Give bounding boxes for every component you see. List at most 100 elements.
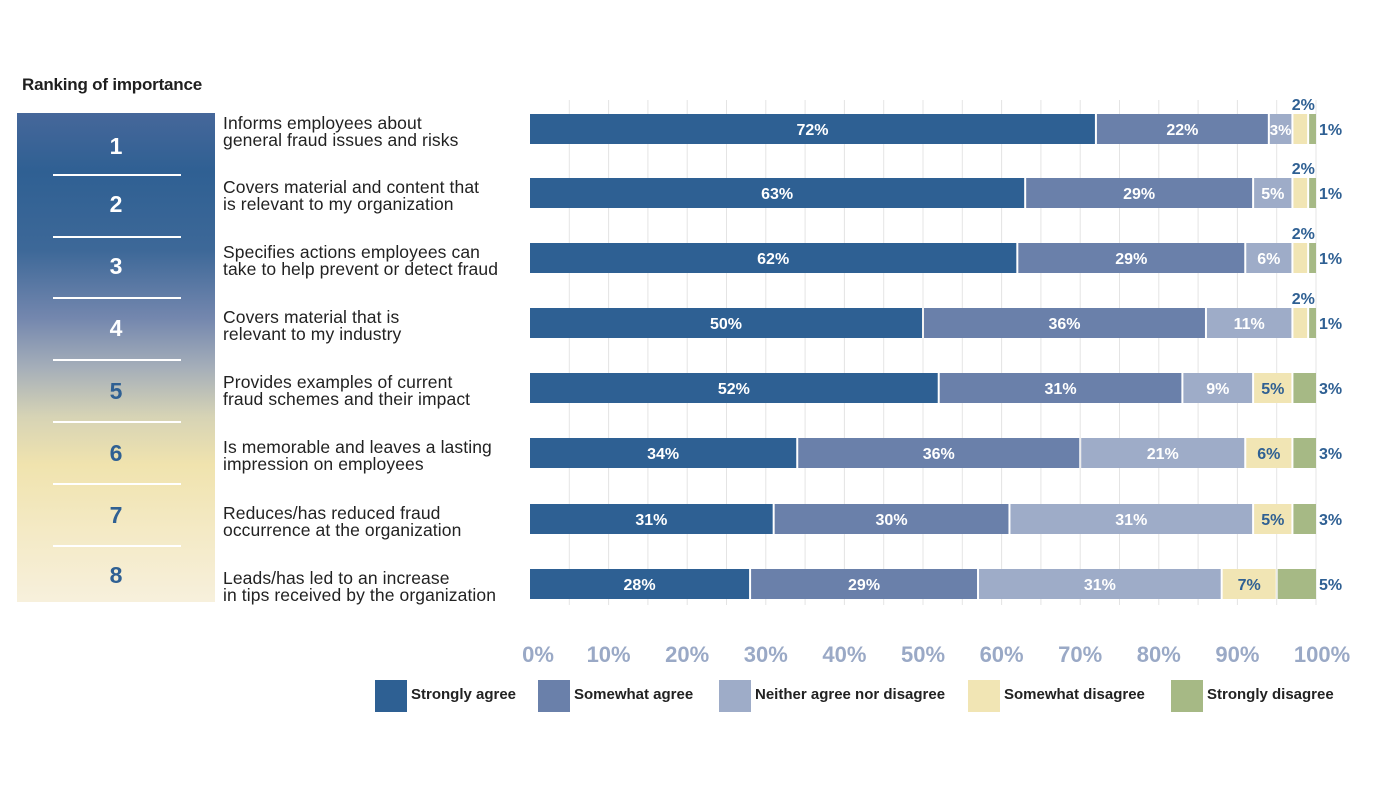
bar-segment — [530, 178, 1025, 208]
bar-segment — [1183, 373, 1253, 403]
bar-segment — [530, 114, 1095, 144]
data-label: 50% — [710, 316, 742, 333]
bar-segment — [774, 504, 1009, 534]
x-tick-label: 90% — [1215, 642, 1259, 667]
data-label: 5% — [1261, 186, 1284, 203]
bar-segment — [1081, 438, 1245, 468]
bar-segment — [1026, 178, 1253, 208]
x-tick-label: 50% — [901, 642, 945, 667]
legend-swatch — [538, 680, 570, 712]
data-label: 31% — [1115, 512, 1147, 529]
data-label: 5% — [1319, 577, 1342, 594]
data-label: 21% — [1147, 446, 1179, 463]
ranking-panel: 1 2 3 4 5 6 7 8 — [17, 113, 215, 602]
rank-divider — [53, 483, 181, 485]
data-label: 29% — [1123, 186, 1155, 203]
rank-number: 1 — [109, 133, 123, 159]
data-label: 1% — [1319, 316, 1342, 333]
data-label: 34% — [647, 446, 679, 463]
bar-segment — [530, 438, 797, 468]
category-label: Specifies actions employees can take to … — [223, 242, 499, 279]
bar-segment — [1277, 569, 1316, 599]
bar-segment — [1293, 178, 1308, 208]
bar-segment — [1246, 243, 1292, 273]
data-label: 72% — [796, 122, 828, 139]
rank-number: 6 — [109, 440, 123, 466]
x-tick-label: 70% — [1058, 642, 1102, 667]
data-label: 31% — [1045, 381, 1077, 398]
data-label: 5% — [1261, 512, 1284, 529]
legend-swatch — [1171, 680, 1203, 712]
data-label: 7% — [1238, 577, 1261, 594]
bar-segment — [1254, 373, 1292, 403]
category-label: Covers material that is relevant to my i… — [223, 307, 402, 344]
data-label: 9% — [1206, 381, 1229, 398]
legend-label: Somewhat agree — [574, 686, 694, 703]
rank-divider — [53, 236, 181, 238]
data-label: 5% — [1261, 381, 1284, 398]
bar-segment — [1222, 569, 1276, 599]
legend-swatch — [375, 680, 407, 712]
bar-segment — [1309, 178, 1316, 208]
data-label: 62% — [757, 251, 789, 268]
rank-number: 5 — [109, 378, 123, 404]
rank-number: 2 — [109, 191, 123, 217]
data-label: 6% — [1257, 251, 1280, 268]
rank-number: 7 — [109, 502, 123, 528]
bar-segment — [530, 373, 938, 403]
bar-segment — [530, 569, 750, 599]
data-label: 31% — [1084, 577, 1116, 594]
data-label: 2% — [1292, 226, 1315, 243]
data-label: 22% — [1166, 122, 1198, 139]
data-label: 31% — [635, 512, 667, 529]
bar-segment — [798, 438, 1080, 468]
data-label: 3% — [1270, 122, 1292, 139]
bar-segment — [1096, 114, 1268, 144]
data-label: 3% — [1319, 512, 1342, 529]
bar-segment — [1293, 438, 1316, 468]
rank-number: 4 — [109, 315, 123, 341]
data-label: 1% — [1319, 251, 1342, 268]
x-tick-label: 100% — [1294, 642, 1350, 667]
bar-segment — [1309, 243, 1316, 273]
rank-divider — [53, 297, 181, 299]
rank-number: 3 — [109, 253, 123, 279]
rank-divider — [53, 545, 181, 547]
bar-segment — [530, 504, 773, 534]
data-label: 1% — [1319, 186, 1342, 203]
bar-segment — [530, 308, 922, 338]
rank-divider — [53, 421, 181, 423]
data-label: 11% — [1234, 316, 1265, 333]
legend-label: Neither agree nor disagree — [755, 686, 946, 703]
category-label: Provides examples of current fraud schem… — [223, 372, 471, 409]
legend-swatch — [968, 680, 1000, 712]
category-label: Reduces/has reduced fraud occurrence at … — [223, 503, 462, 540]
data-label: 36% — [923, 446, 955, 463]
data-label: 30% — [876, 512, 908, 529]
bar-segment — [1293, 308, 1308, 338]
bar-segment — [939, 373, 1182, 403]
bar-segment — [924, 308, 1205, 338]
bar-segment — [1206, 308, 1292, 338]
bar-segment — [1293, 504, 1316, 534]
ranking-title: Ranking of importance — [22, 75, 202, 94]
category-label: Leads/has led to an increase in tips rec… — [223, 568, 497, 605]
data-label: 36% — [1048, 316, 1080, 333]
bar-segment — [1293, 243, 1308, 273]
data-label: 6% — [1257, 446, 1280, 463]
legend-label: Strongly disagree — [1207, 686, 1334, 703]
bar-segment — [1246, 438, 1292, 468]
data-label: 29% — [848, 577, 880, 594]
legend-swatch — [719, 680, 751, 712]
legend-label: Somewhat disagree — [1004, 686, 1145, 703]
rank-divider — [53, 174, 181, 176]
bar-segment — [1018, 243, 1245, 273]
bar-segment — [1254, 178, 1292, 208]
bar-segment — [1010, 504, 1253, 534]
data-label: 2% — [1292, 161, 1315, 178]
category-label: Covers material and content that is rele… — [223, 177, 480, 214]
data-label: 63% — [761, 186, 793, 203]
x-tick-label: 60% — [980, 642, 1024, 667]
bar-segment — [1309, 114, 1316, 144]
data-label: 2% — [1292, 291, 1315, 308]
